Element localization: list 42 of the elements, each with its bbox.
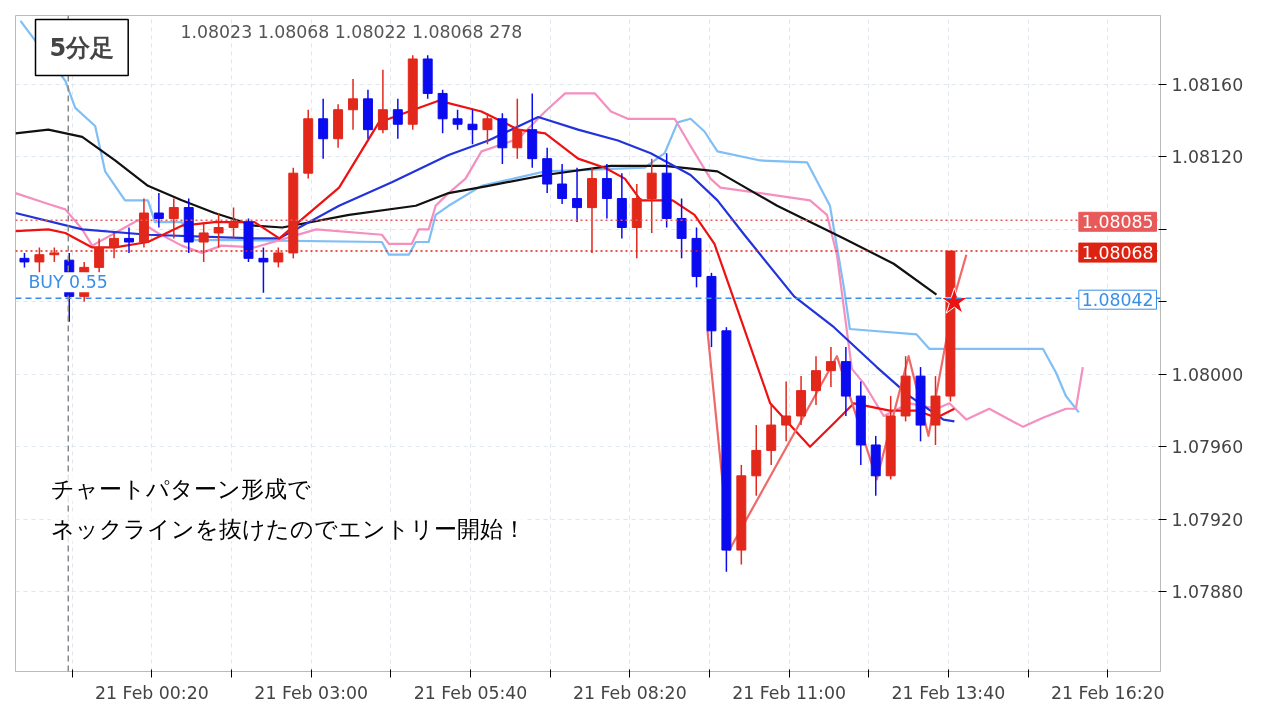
x-tick-label: 21 Feb 05:40 [413, 682, 528, 703]
y-tick-label: 1.08000 [1171, 364, 1244, 385]
candlestick [213, 212, 224, 249]
text: 5分足 [49, 33, 115, 62]
candlestick [482, 112, 493, 145]
candlestick [601, 163, 612, 220]
candlestick [825, 346, 836, 388]
candlestick [557, 163, 568, 205]
candlestick [168, 197, 179, 240]
candlestick [676, 197, 687, 260]
candlestick [348, 78, 359, 131]
ref-line-label: 1.08068 [1081, 243, 1154, 264]
candlestick [572, 166, 583, 223]
x-tick-label: 21 Feb 00:20 [95, 682, 209, 703]
candlestick [318, 98, 329, 160]
x-tick-label: 21 Feb 16:20 [1050, 682, 1165, 703]
chart-subtitle: 1.08023 1.08068 1.08022 1.08068 278 [180, 21, 523, 42]
y-tick-label: 1.08120 [1171, 147, 1244, 168]
x-tick-label: 21 Feb 08:20 [572, 682, 687, 703]
candlestick [258, 246, 269, 294]
candlestick [153, 192, 164, 229]
annotation: BUY 0.55 [28, 272, 108, 293]
candlestick [392, 98, 403, 140]
ref-line-label: 1.08042 [1081, 290, 1154, 311]
y-tick-label: 1.07920 [1171, 509, 1244, 530]
x-tick-label: 21 Feb 03:00 [254, 682, 369, 703]
annotation: ネックラインを抜けたのでエントリー開始！ [50, 515, 526, 542]
y-tick-label: 1.08160 [1171, 74, 1244, 95]
candlestick [467, 108, 478, 145]
candlestick [512, 98, 523, 160]
candlestick [452, 108, 463, 131]
candlestick [377, 69, 388, 135]
x-tick-label: 21 Feb 11:00 [732, 682, 846, 703]
x-tick-label: 21 Feb 13:40 [891, 682, 1006, 703]
candlestick [811, 355, 821, 406]
y-tick-label: 1.07960 [1171, 437, 1244, 458]
candlestick [781, 380, 792, 443]
y-tick-label: 1.07880 [1171, 582, 1244, 603]
ref-line-label: 1.08085 [1081, 212, 1154, 233]
annotation: チャートパターン形成で [50, 475, 311, 502]
candlestick [228, 206, 239, 240]
candlestick [124, 226, 134, 254]
